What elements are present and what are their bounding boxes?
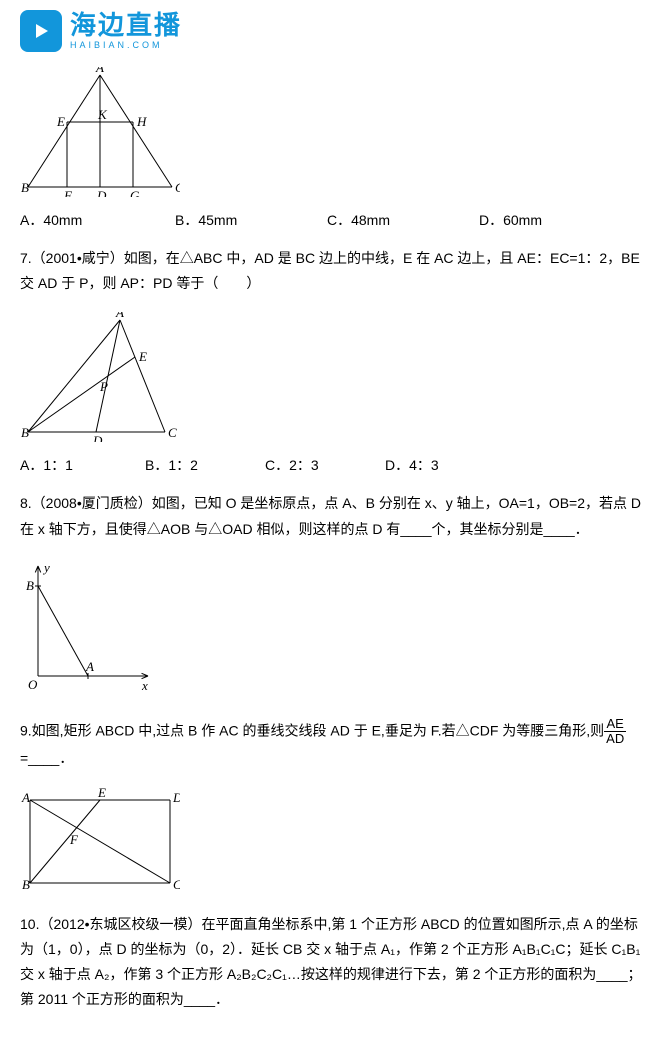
figure-9: A D B C E F xyxy=(20,788,647,896)
svg-text:A: A xyxy=(85,659,94,674)
q8-stem: 8.（2008•厦门质检）如图，已知 O 是坐标原点，点 A、B 分别在 x、y… xyxy=(20,491,647,541)
svg-text:D: D xyxy=(96,188,107,197)
svg-text:A: A xyxy=(21,790,30,805)
svg-text:B: B xyxy=(21,180,29,195)
svg-text:B: B xyxy=(26,578,34,593)
svg-text:C: C xyxy=(173,877,180,892)
logo: 海边直播 HAIBIAN.COM xyxy=(20,10,647,52)
q7-options: A．1：1 B．1：2 C．2：3 D．4：3 xyxy=(20,455,647,475)
svg-text:E: E xyxy=(56,114,65,129)
svg-text:C: C xyxy=(175,180,180,195)
svg-text:E: E xyxy=(97,788,106,800)
svg-text:y: y xyxy=(42,560,50,575)
option-c: C．2：3 xyxy=(265,455,385,475)
svg-text:D: D xyxy=(172,790,180,805)
option-d: D．60mm xyxy=(479,210,579,230)
svg-text:F: F xyxy=(63,188,73,197)
option-a: A．1：1 xyxy=(20,455,145,475)
figure-8: O A Bx y xyxy=(20,558,647,701)
option-b: B．45mm xyxy=(175,210,327,230)
option-b: B．1：2 xyxy=(145,455,265,475)
svg-text:K: K xyxy=(97,107,108,122)
svg-text:O: O xyxy=(28,677,38,692)
option-a: A．40mm xyxy=(20,210,175,230)
option-c: C．48mm xyxy=(327,210,479,230)
q6-options: A．40mm B．45mm C．48mm D．60mm xyxy=(20,210,647,230)
svg-text:A: A xyxy=(115,312,124,320)
frac-den: AD xyxy=(604,732,626,746)
frac-num: AE xyxy=(604,717,626,732)
svg-text:A: A xyxy=(95,67,104,75)
q9-pre: 9.如图,矩形 ABCD 中,过点 B 作 AC 的垂线交线段 AD 于 E,垂… xyxy=(20,722,604,738)
logo-main: 海边直播 xyxy=(70,12,182,38)
svg-text:B: B xyxy=(21,425,29,440)
q9-stem: 9.如图,矩形 ABCD 中,过点 B 作 AC 的垂线交线段 AD 于 E,垂… xyxy=(20,717,647,772)
play-icon xyxy=(20,10,62,52)
svg-text:C: C xyxy=(168,425,177,440)
svg-text:D: D xyxy=(92,433,103,442)
q9-post: =____． xyxy=(20,750,73,766)
fraction: AEAD xyxy=(604,717,626,747)
svg-text:H: H xyxy=(136,114,147,129)
svg-text:P: P xyxy=(99,379,108,394)
svg-text:E: E xyxy=(138,349,147,364)
figure-6: A B C E H K F D G xyxy=(20,67,647,200)
figure-7: A B C D E P xyxy=(20,312,647,445)
svg-text:G: G xyxy=(130,188,140,197)
logo-sub: HAIBIAN.COM xyxy=(70,40,182,50)
q7-stem: 7.（2001•咸宁）如图，在△ABC 中，AD 是 BC 边上的中线，E 在 … xyxy=(20,246,647,296)
svg-text:B: B xyxy=(22,877,30,892)
svg-text:F: F xyxy=(69,832,79,847)
option-d: D．4：3 xyxy=(385,455,485,475)
svg-text:x: x xyxy=(141,678,148,693)
logo-text: 海边直播 HAIBIAN.COM xyxy=(70,12,182,50)
